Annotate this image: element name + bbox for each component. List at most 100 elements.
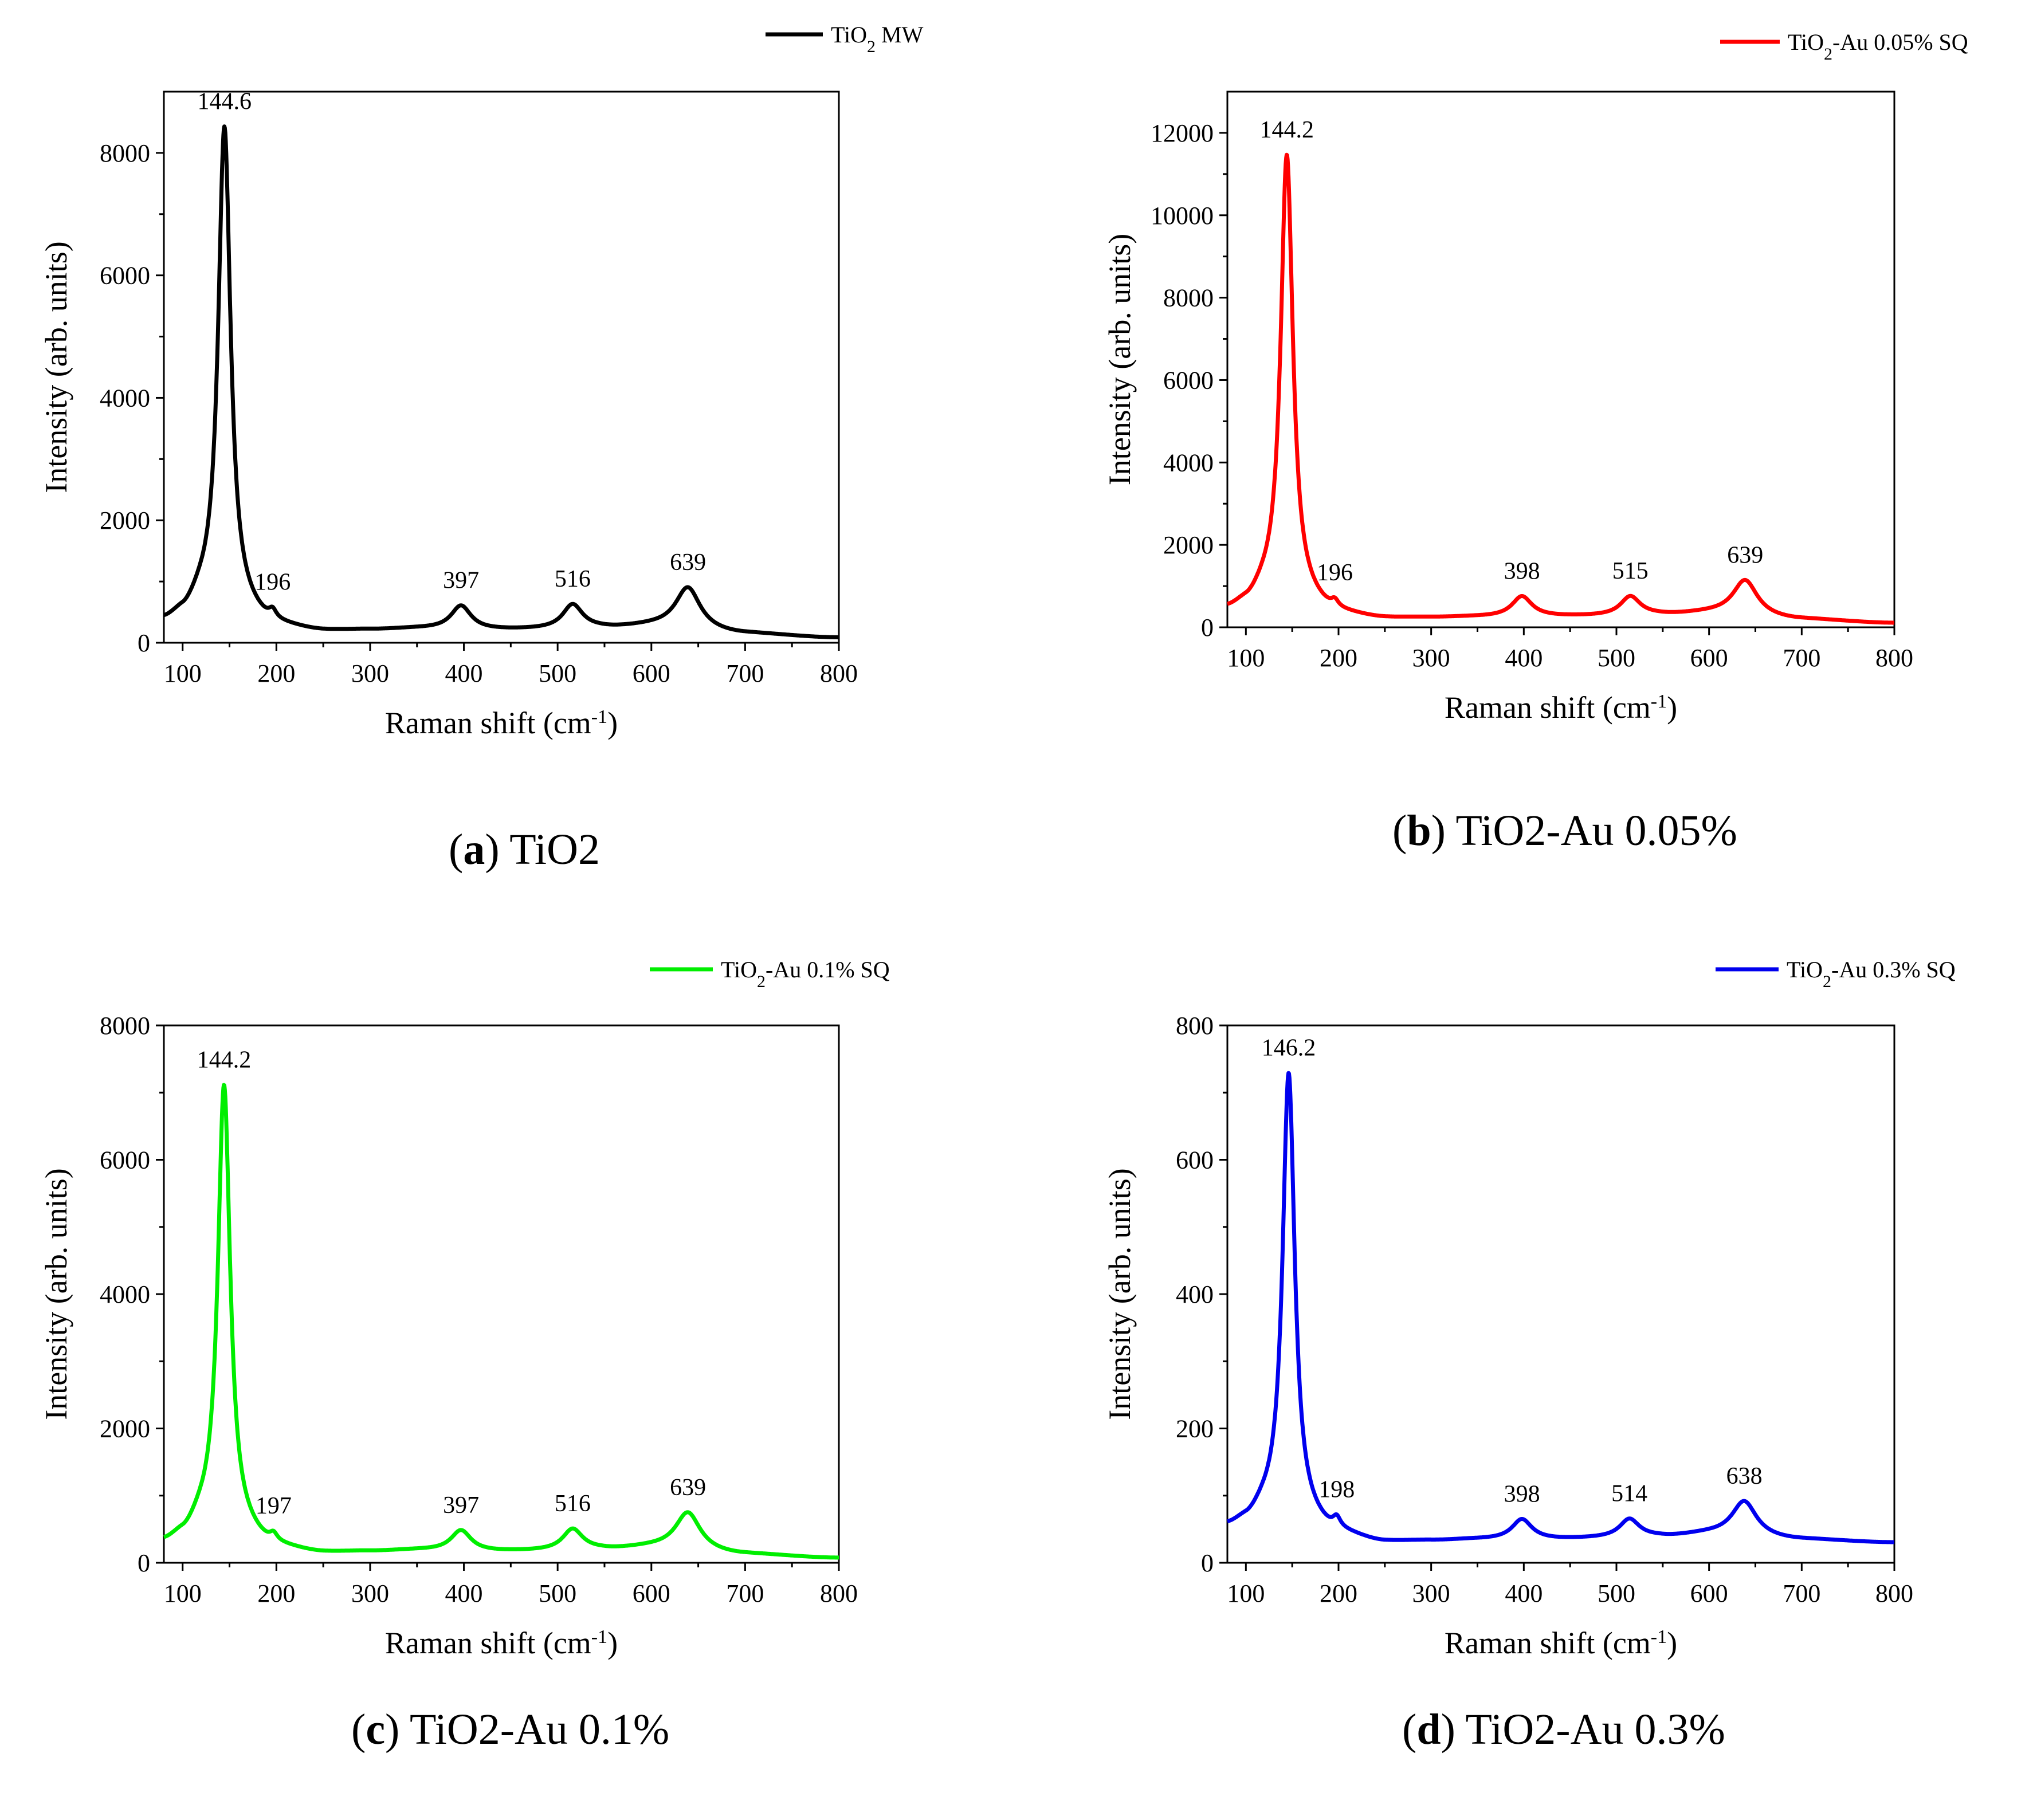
- x-axis-title: Raman shift (cm-1): [1445, 690, 1677, 725]
- peak-label-514: 514: [1611, 1481, 1647, 1507]
- peak-label-516: 516: [555, 566, 591, 592]
- y-tick-label: 10000: [1151, 202, 1214, 230]
- x-tick-label: 300: [1412, 644, 1450, 672]
- series-line-d: [1226, 1071, 1896, 1544]
- x-tick-label: 100: [164, 659, 202, 687]
- legend-suffix: MW: [876, 22, 924, 48]
- peak-label-144-2: 144.2: [197, 1047, 252, 1073]
- peak-label-197: 197: [256, 1493, 292, 1519]
- y-tick-label: 4000: [100, 384, 150, 412]
- y-tick-label: 0: [138, 629, 150, 657]
- y-tick-label: 4000: [100, 1280, 150, 1308]
- x-tick-label: 600: [633, 659, 670, 687]
- y-tick-label: 2000: [1163, 531, 1214, 559]
- panel-caption-b: (b) TiO2-Au 0.05%: [1392, 807, 1737, 855]
- y-tick-label: 8000: [100, 139, 150, 167]
- x-tick-label: 100: [1227, 644, 1265, 672]
- x-tick-label: 600: [1690, 644, 1728, 672]
- x-tick-label: 700: [726, 659, 764, 687]
- x-tick-label: 600: [1690, 1579, 1728, 1607]
- plot-frame: [163, 91, 840, 644]
- y-tick-label: 6000: [100, 1146, 150, 1174]
- legend-suffix: -Au 0.1% SQ: [766, 957, 890, 982]
- peak-label-198: 198: [1318, 1477, 1355, 1503]
- legend-suffix: -Au 0.05% SQ: [1832, 29, 1968, 55]
- plot-frame: [1226, 91, 1895, 628]
- x-tick-label: 500: [1598, 644, 1635, 672]
- y-tick-label: 0: [1201, 1549, 1214, 1577]
- peak-label-398: 398: [1504, 1481, 1540, 1507]
- legend-prefix: TiO: [1787, 957, 1823, 982]
- y-tick-label: 200: [1176, 1415, 1214, 1443]
- panel-caption-a: (a) TiO2: [449, 826, 600, 874]
- y-tick-label: 400: [1176, 1280, 1214, 1308]
- y-axis-title: Intensity (arb. units): [39, 1168, 73, 1420]
- caption-text: TiO2-Au 0.05%: [1456, 807, 1737, 855]
- x-tick-label: 400: [445, 659, 483, 687]
- x-tick-label: 800: [820, 659, 858, 687]
- y-tick-label: 4000: [1163, 449, 1214, 477]
- chart-panel-c: 100 200 300 400 500 600 700 8000200040006000800…: [39, 957, 890, 1754]
- y-tick-label: 6000: [100, 262, 150, 290]
- legend-subscript: 2: [757, 972, 766, 991]
- peak-label-144-6: 144.6: [197, 89, 252, 115]
- x-axis-title: Raman shift (cm-1): [385, 706, 618, 740]
- y-tick-label: 8000: [1163, 284, 1214, 312]
- x-tick-label: 700: [1783, 644, 1820, 672]
- y-axis-title: Intensity (arb. units): [39, 241, 73, 493]
- y-tick-label: 800: [1176, 1012, 1214, 1040]
- legend-prefix: TiO: [831, 22, 867, 48]
- series-line-c: [162, 1083, 841, 1560]
- y-tick-label: 0: [138, 1549, 150, 1577]
- caption-letter: a: [463, 826, 485, 874]
- peak-label-639: 639: [670, 549, 706, 576]
- x-tick-label: 500: [539, 659, 576, 687]
- legend-suffix: -Au 0.3% SQ: [1831, 957, 1956, 982]
- peak-label-397: 397: [443, 1492, 479, 1519]
- caption-text: TiO2: [509, 826, 600, 874]
- peak-label-144-2: 144.2: [1260, 117, 1314, 143]
- x-tick-label: 700: [726, 1579, 764, 1607]
- peak-label-196: 196: [1317, 560, 1353, 586]
- x-tick-label: 400: [1505, 644, 1543, 672]
- peak-label-516: 516: [555, 1491, 591, 1517]
- panel-caption-d: (d) TiO2-Au 0.3%: [1402, 1705, 1725, 1754]
- x-tick-label: 200: [1320, 1579, 1357, 1607]
- x-axis-title: Raman shift (cm-1): [1445, 1626, 1677, 1660]
- legend-subscript: 2: [1823, 972, 1831, 991]
- peak-label-639: 639: [670, 1475, 706, 1501]
- legend-prefix: TiO: [1788, 29, 1824, 55]
- x-axis-title: Raman shift (cm-1): [385, 1626, 618, 1660]
- peak-label-397: 397: [443, 568, 479, 594]
- x-tick-label: 300: [351, 1579, 389, 1607]
- chart-panel-d: 100 200 300 400 500 600 700 800 0 200 400 600 800 Ram…: [1102, 957, 1956, 1754]
- caption-letter: c: [366, 1705, 385, 1754]
- y-tick-label: 2000: [100, 1415, 150, 1443]
- peak-label-639: 639: [1727, 542, 1763, 568]
- x-tick-label: 800: [1875, 644, 1913, 672]
- x-tick-label: 200: [1320, 644, 1357, 672]
- x-tick-label: 300: [351, 659, 389, 687]
- x-tick-label: 800: [1875, 1579, 1913, 1607]
- x-tick-label: 300: [1412, 1579, 1450, 1607]
- x-tick-label: 800: [820, 1579, 858, 1607]
- peak-label-146-2: 146.2: [1262, 1035, 1316, 1062]
- y-tick-label: 600: [1176, 1146, 1214, 1174]
- x-tick-label: 400: [445, 1579, 483, 1607]
- y-tick-label: 6000: [1163, 366, 1214, 394]
- chart-panel-b: 100 200 300 400 500 600 700 8000200040006000800…: [1102, 29, 1968, 855]
- x-tick-label: 400: [1505, 1579, 1543, 1607]
- y-tick-label: 0: [1201, 614, 1214, 642]
- peak-label-638: 638: [1726, 1463, 1763, 1489]
- x-tick-label: 100: [1227, 1579, 1265, 1607]
- chart-panel-a: 100 200 300 400 500 600 700 8000200040006000800…: [39, 22, 924, 874]
- legend-label: TiO2-Au 0.05% SQ: [1788, 29, 1968, 64]
- plot-frame: [163, 1024, 840, 1564]
- legend-label: TiO2-Au 0.3% SQ: [1787, 957, 1956, 991]
- x-tick-label: 600: [633, 1579, 670, 1607]
- legend-prefix: TiO: [721, 957, 757, 982]
- caption-text: TiO2-Au 0.1%: [410, 1705, 669, 1754]
- legend-label: TiO2 MW: [831, 22, 924, 56]
- panel-caption-c: (c) TiO2-Au 0.1%: [351, 1705, 669, 1754]
